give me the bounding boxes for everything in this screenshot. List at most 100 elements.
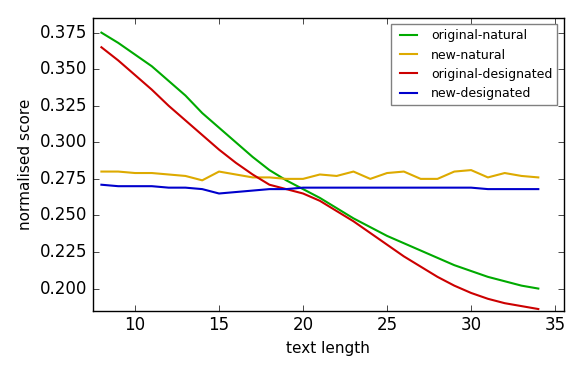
- original-natural: [484, 275, 491, 279]
- new-natural: [182, 174, 189, 178]
- new-designated: [266, 187, 273, 191]
- new-designated: [484, 187, 491, 191]
- new-natural: [518, 174, 525, 178]
- new-natural: [468, 168, 475, 172]
- new-natural: [283, 177, 290, 181]
- original-designated: [333, 209, 340, 213]
- new-natural: [266, 175, 273, 180]
- X-axis label: text length: text length: [286, 341, 370, 356]
- new-designated: [350, 186, 357, 190]
- new-natural: [300, 177, 307, 181]
- original-natural: [266, 168, 273, 172]
- new-designated: [283, 187, 290, 191]
- new-designated: [215, 191, 223, 196]
- original-natural: [232, 140, 239, 145]
- original-natural: [182, 93, 189, 98]
- new-designated: [317, 186, 324, 190]
- original-natural: [215, 125, 223, 130]
- original-designated: [317, 199, 324, 203]
- original-designated: [131, 73, 138, 77]
- original-designated: [401, 254, 408, 259]
- original-natural: [300, 187, 307, 191]
- new-natural: [535, 175, 542, 180]
- new-designated: [98, 183, 105, 187]
- original-natural: [165, 79, 172, 83]
- original-natural: [417, 248, 424, 253]
- new-natural: [350, 169, 357, 174]
- original-designated: [114, 58, 121, 63]
- original-designated: [165, 104, 172, 108]
- original-designated: [417, 264, 424, 269]
- original-natural: [333, 206, 340, 210]
- new-designated: [131, 184, 138, 188]
- Line: new-designated: new-designated: [102, 185, 538, 193]
- original-designated: [182, 118, 189, 123]
- new-natural: [484, 175, 491, 180]
- new-natural: [232, 172, 239, 177]
- original-natural: [401, 241, 408, 245]
- original-natural: [468, 269, 475, 273]
- original-designated: [468, 291, 475, 295]
- new-designated: [148, 184, 155, 188]
- original-designated: [300, 191, 307, 196]
- original-designated: [501, 301, 508, 306]
- new-designated: [518, 187, 525, 191]
- original-designated: [98, 45, 105, 49]
- original-designated: [484, 297, 491, 301]
- new-designated: [333, 186, 340, 190]
- original-natural: [350, 216, 357, 221]
- original-designated: [518, 304, 525, 308]
- new-natural: [131, 171, 138, 175]
- new-natural: [451, 169, 458, 174]
- original-designated: [148, 88, 155, 92]
- original-designated: [451, 283, 458, 288]
- new-natural: [165, 172, 172, 177]
- original-natural: [535, 286, 542, 291]
- original-natural: [98, 30, 105, 35]
- new-natural: [501, 171, 508, 175]
- new-designated: [165, 186, 172, 190]
- Legend: original-natural, new-natural, original-designated, new-designated: original-natural, new-natural, original-…: [391, 24, 557, 105]
- original-natural: [434, 255, 441, 260]
- Line: new-natural: new-natural: [102, 170, 538, 180]
- new-natural: [148, 171, 155, 175]
- original-natural: [518, 283, 525, 288]
- new-natural: [384, 171, 391, 175]
- original-designated: [283, 187, 290, 191]
- Line: original-natural: original-natural: [102, 33, 538, 289]
- original-designated: [434, 275, 441, 279]
- new-designated: [451, 186, 458, 190]
- new-designated: [232, 190, 239, 194]
- new-natural: [114, 169, 121, 174]
- new-natural: [199, 178, 206, 183]
- Line: original-designated: original-designated: [102, 47, 538, 309]
- original-designated: [199, 133, 206, 137]
- original-designated: [249, 172, 256, 177]
- new-natural: [401, 169, 408, 174]
- new-designated: [417, 186, 424, 190]
- original-designated: [384, 242, 391, 247]
- new-designated: [501, 187, 508, 191]
- original-natural: [501, 279, 508, 283]
- new-natural: [249, 175, 256, 180]
- Y-axis label: normalised score: normalised score: [18, 99, 33, 230]
- new-designated: [114, 184, 121, 188]
- original-natural: [283, 178, 290, 183]
- original-natural: [199, 111, 206, 115]
- original-natural: [317, 196, 324, 200]
- original-designated: [232, 160, 239, 165]
- new-designated: [249, 188, 256, 193]
- new-designated: [401, 186, 408, 190]
- new-natural: [317, 172, 324, 177]
- new-natural: [367, 177, 374, 181]
- new-natural: [215, 169, 223, 174]
- new-designated: [384, 186, 391, 190]
- original-natural: [367, 225, 374, 229]
- original-natural: [148, 64, 155, 68]
- new-designated: [367, 186, 374, 190]
- original-designated: [535, 307, 542, 311]
- new-designated: [468, 186, 475, 190]
- original-designated: [266, 183, 273, 187]
- new-designated: [300, 186, 307, 190]
- original-natural: [131, 52, 138, 57]
